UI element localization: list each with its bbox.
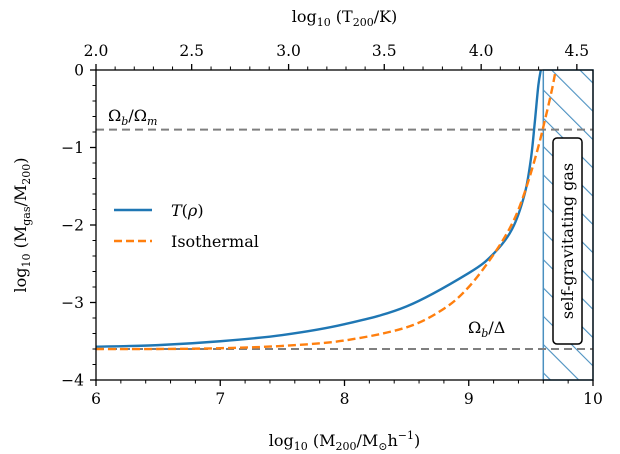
x-tick-label: 6 [91, 390, 101, 408]
self-gravitating-text: self-gravitating gas [558, 163, 577, 319]
x-axis-label: log10 (M200/M⊙h−1) [269, 429, 421, 453]
x-tick-label: 10 [583, 390, 603, 408]
top-x-axis-label: log10 (T200/K) [292, 7, 398, 29]
top-tick-label: 3.0 [276, 42, 301, 60]
plot-frame [95, 69, 594, 381]
bottom-x-axis: 6 7 8 9 10 [91, 380, 603, 408]
x-tick-label: 7 [215, 390, 225, 408]
self-gravitating-label: self-gravitating gas [552, 137, 583, 345]
series-line-isothermal [96, 70, 557, 351]
legend: T(ρ) Isothermal [114, 201, 259, 251]
y-tick-label: 0 [74, 62, 84, 80]
top-tick-label: 4.0 [469, 42, 494, 60]
y-tick-label: −1 [61, 139, 84, 157]
left-y-axis: 0 −1 −2 −3 −4 [61, 62, 96, 390]
series-line-t-rho [96, 70, 543, 348]
y-tick-label: −4 [61, 372, 84, 390]
y-tick-label: −2 [61, 217, 84, 235]
legend-label-t-rho: T(ρ) [171, 201, 204, 220]
top-tick-label: 3.5 [372, 42, 397, 60]
top-tick-label: 2.0 [84, 42, 109, 60]
omega-b-delta-label: Ωb/Δ [468, 318, 505, 340]
top-tick-label: 4.5 [565, 42, 590, 60]
legend-label-isothermal: Isothermal [171, 232, 259, 251]
y-axis-label: log10 (Mgas/M200) [11, 158, 33, 293]
x-tick-label: 8 [340, 390, 350, 408]
top-x-axis: 2.0 2.5 3.0 3.5 4.0 4.5 [84, 42, 590, 70]
x-tick-label: 9 [464, 390, 474, 408]
omega-b-omega-m-label: Ωb/Ωm [108, 106, 157, 128]
y-tick-label: −3 [61, 294, 84, 312]
top-tick-label: 2.5 [179, 42, 204, 60]
self-gravitating-box [552, 137, 583, 345]
